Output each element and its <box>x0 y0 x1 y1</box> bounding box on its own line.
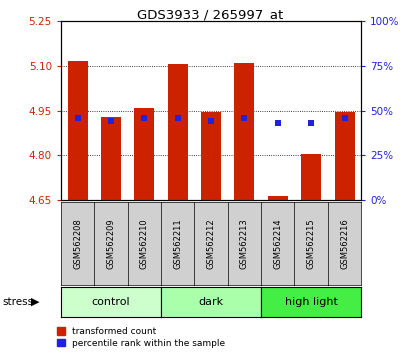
Text: GSM562213: GSM562213 <box>240 218 249 269</box>
Bar <box>68 62 88 200</box>
Text: GSM562210: GSM562210 <box>140 218 149 269</box>
Text: GSM562216: GSM562216 <box>340 218 349 269</box>
Text: GSM562212: GSM562212 <box>207 218 215 269</box>
Bar <box>268 195 288 200</box>
Text: stress: stress <box>2 297 33 307</box>
Text: dark: dark <box>199 297 223 307</box>
Text: control: control <box>92 297 130 307</box>
Bar <box>234 63 255 200</box>
Text: GSM562215: GSM562215 <box>307 218 316 269</box>
Text: GDS3933 / 265997_at: GDS3933 / 265997_at <box>137 8 283 21</box>
Bar <box>101 116 121 200</box>
Text: GSM562214: GSM562214 <box>273 218 282 269</box>
Bar <box>301 154 321 200</box>
Text: GSM562208: GSM562208 <box>73 218 82 269</box>
Bar <box>201 112 221 200</box>
Bar <box>134 108 154 200</box>
Bar <box>168 64 188 200</box>
Text: high light: high light <box>285 297 338 307</box>
Text: ▶: ▶ <box>31 297 39 307</box>
Legend: transformed count, percentile rank within the sample: transformed count, percentile rank withi… <box>57 327 226 348</box>
Text: GSM562209: GSM562209 <box>106 218 116 269</box>
Text: GSM562211: GSM562211 <box>173 218 182 269</box>
Bar <box>334 112 354 200</box>
